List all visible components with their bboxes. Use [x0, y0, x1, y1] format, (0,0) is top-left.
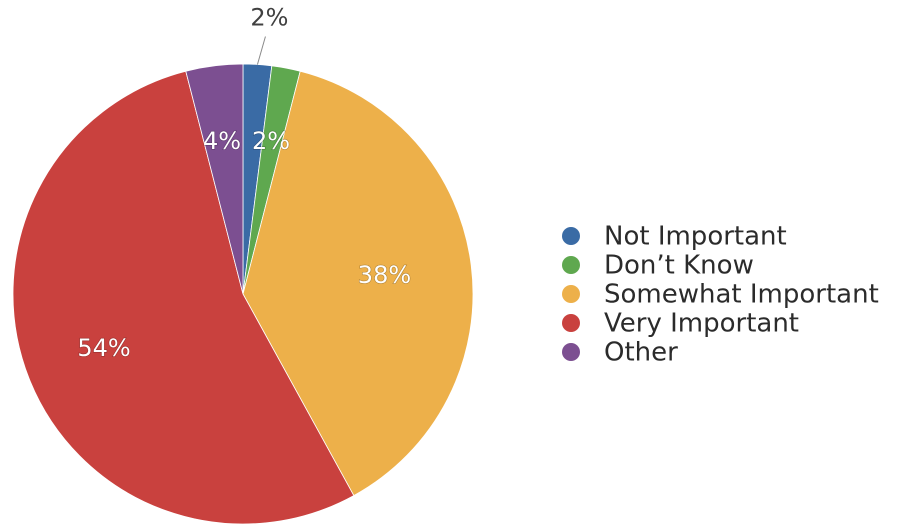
leader-line-0 — [256, 36, 266, 65]
pie-slice-4 — [185, 63, 244, 295]
leader-lines — [256, 36, 266, 65]
slice-label-0: 2% — [250, 3, 288, 31]
legend-item-0: Not Important — [562, 222, 787, 252]
slice-label-3: 54% — [77, 334, 130, 362]
legend-swatch-0 — [562, 227, 580, 245]
slice-labels: 2% 2% 38% 54% 4% — [77, 3, 412, 362]
legend-swatch-2 — [562, 285, 580, 303]
slice-label-4: 4% — [203, 127, 241, 155]
legend-label-2: Somewhat Important — [604, 280, 879, 310]
legend-swatch-3 — [562, 314, 580, 332]
pie-slices — [12, 63, 474, 524]
legend-label-0: Not Important — [604, 222, 787, 252]
legend-label-4: Other — [604, 338, 678, 368]
legend-label-1: Don’t Know — [604, 251, 754, 281]
slice-label-2: 38% — [358, 261, 411, 289]
slice-label-1: 2% — [252, 127, 290, 155]
legend-item-2: Somewhat Important — [562, 280, 879, 310]
legend-swatch-1 — [562, 256, 580, 274]
legend-item-1: Don’t Know — [562, 251, 754, 281]
legend-item-3: Very Important — [562, 309, 799, 339]
legend-label-3: Very Important — [604, 309, 799, 339]
legend-item-4: Other — [562, 338, 678, 368]
pie-slice-2 — [242, 70, 474, 497]
legend-swatch-4 — [562, 343, 580, 361]
